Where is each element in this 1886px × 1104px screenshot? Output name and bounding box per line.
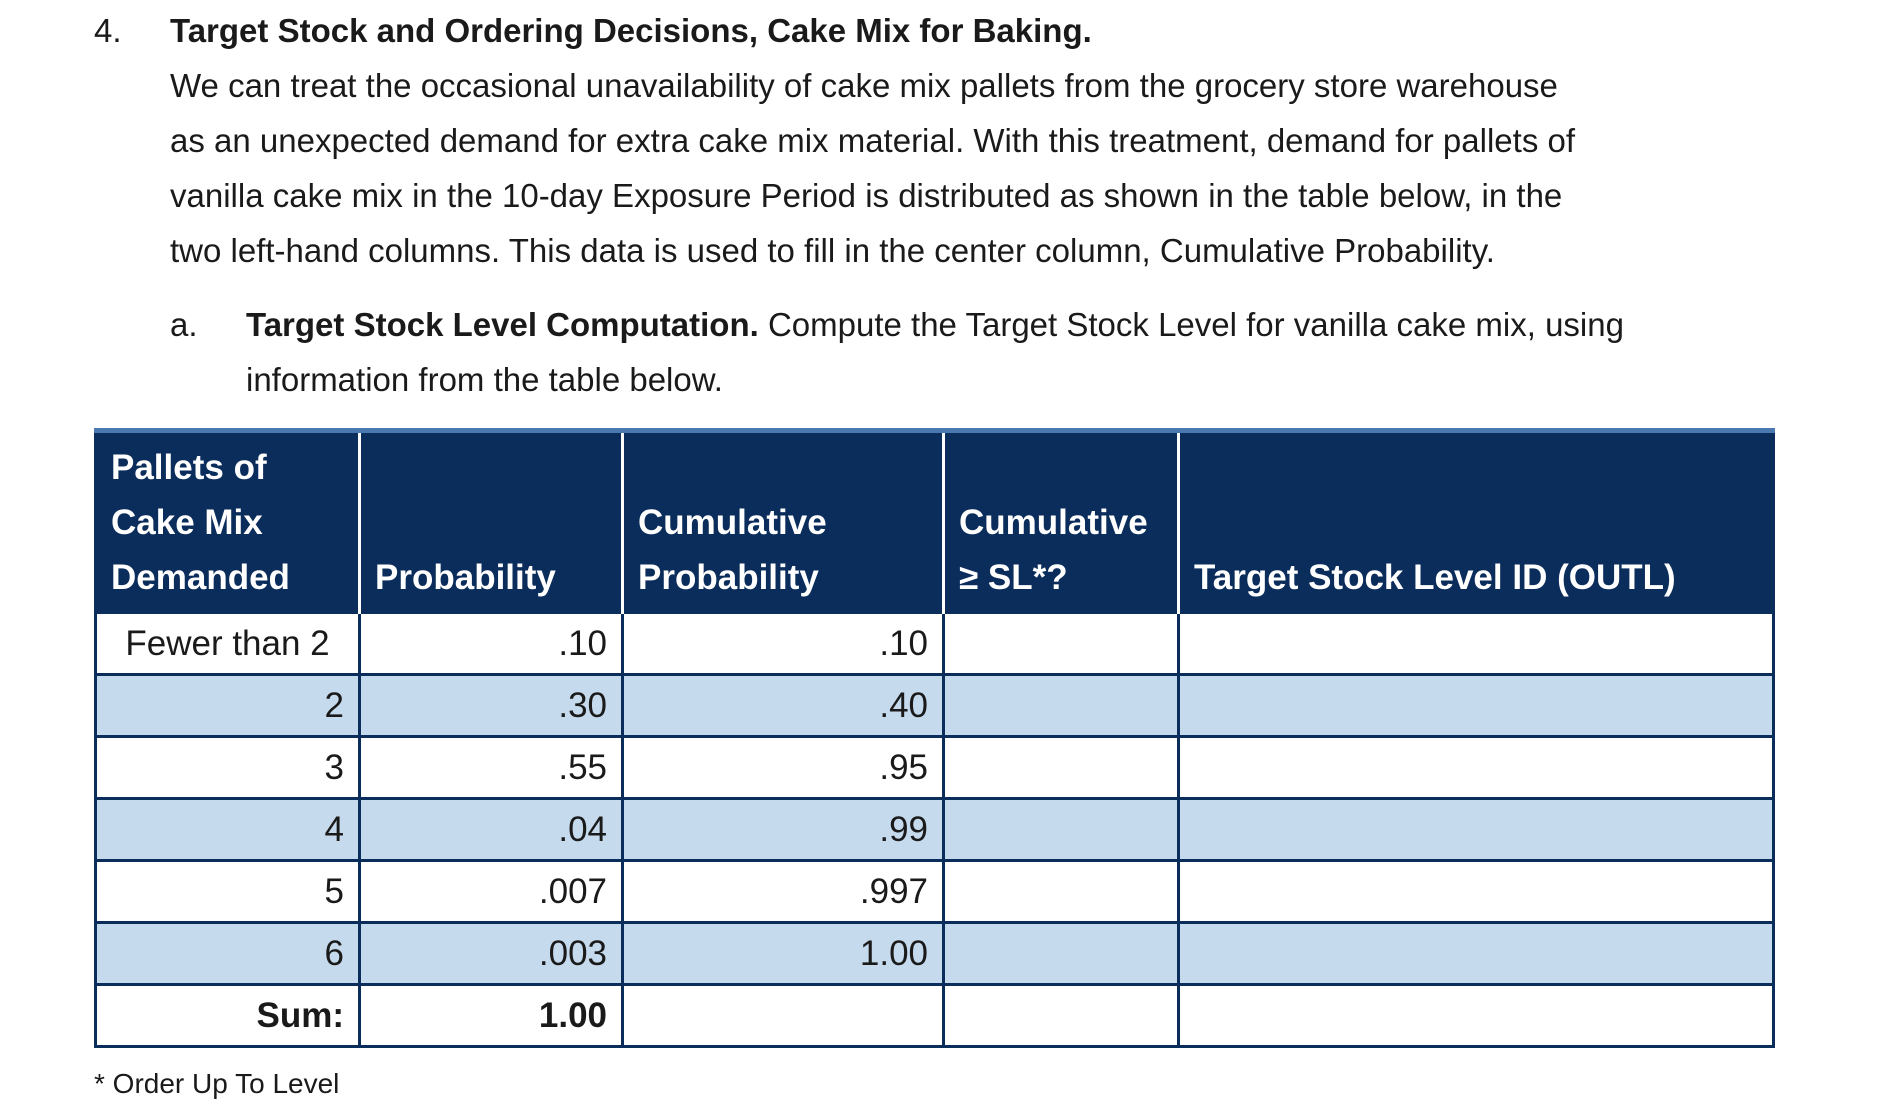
empty-cell <box>621 983 945 1048</box>
value-cell: .007 <box>358 859 624 924</box>
header-cell: Cumulative ≥ SL*? <box>942 430 1180 613</box>
demand-cell: 6 <box>94 921 361 986</box>
demand-cell: 3 <box>94 735 361 800</box>
header-line: Demanded <box>111 558 290 597</box>
demand-cell: 4 <box>94 797 361 862</box>
text-line: information from the table below. <box>246 361 723 398</box>
demand-cell: Fewer than 2 <box>94 611 361 676</box>
empty-cell <box>942 673 1180 738</box>
empty-cell <box>1177 735 1775 800</box>
footnote: * Order Up To Level <box>94 1068 340 1099</box>
empty-cell <box>942 983 1180 1048</box>
subquestion-label: a. <box>170 306 198 343</box>
empty-cell <box>1177 983 1775 1048</box>
header-cell: Cumulative Probability <box>621 430 945 613</box>
table-row: 6.003 1.00 <box>94 921 1775 986</box>
sum-cell: Sum: <box>94 983 361 1048</box>
header-line: Cumulative <box>959 503 1148 542</box>
demand-cell: 5 <box>94 859 361 924</box>
value-cell: .55 <box>358 735 624 800</box>
question-number: 4. <box>94 12 122 49</box>
value-cell: .997 <box>621 859 945 924</box>
demand-table: Pallets of Cake Mix Demanded Probability Cum… <box>94 428 1775 1048</box>
value-cell: 1.00 <box>621 921 945 986</box>
empty-cell <box>1177 797 1775 862</box>
subquestion-text: Target Stock Level Computation. Compute … <box>246 297 1624 407</box>
empty-cell <box>942 859 1180 924</box>
table-row: 5.007.997 <box>94 859 1775 924</box>
value-cell: .30 <box>358 673 624 738</box>
header-cell: Pallets of Cake Mix Demanded <box>94 430 361 613</box>
table-row: Fewer than 2.10.10 <box>94 611 1775 676</box>
text-line: Compute the Target Stock Level for vanil… <box>767 306 1624 343</box>
value-cell: .99 <box>621 797 945 862</box>
header-line: Pallets of <box>111 448 267 487</box>
demand-cell: 2 <box>94 673 361 738</box>
header-line: Probability <box>375 558 556 597</box>
empty-cell <box>1177 859 1775 924</box>
value-cell: .10 <box>621 611 945 676</box>
value-cell: .95 <box>621 735 945 800</box>
empty-cell <box>1177 611 1775 676</box>
value-cell: .10 <box>358 611 624 676</box>
sum-cell: 1.00 <box>358 983 624 1048</box>
header-line: Cake Mix <box>111 503 263 542</box>
empty-cell <box>1177 673 1775 738</box>
header-line: Probability <box>638 558 819 597</box>
header-line: Target Stock Level ID (OUTL) <box>1194 558 1676 597</box>
text-line: as an unexpected demand for extra cake m… <box>170 122 1576 159</box>
table-row: 4.04.99 <box>94 797 1775 862</box>
header-cell: Probability <box>358 430 624 613</box>
question-title: Target Stock and Ordering Decisions, Cak… <box>170 12 1092 49</box>
empty-cell <box>942 611 1180 676</box>
header-line: Cumulative <box>638 503 827 542</box>
subquestion-title: Target Stock Level Computation. <box>246 306 759 343</box>
table-row: 3.55.95 <box>94 735 1775 800</box>
empty-cell <box>942 921 1180 986</box>
question-text: We can treat the occasional unavailabili… <box>170 58 1575 278</box>
header-cell: Target Stock Level ID (OUTL) <box>1177 430 1775 613</box>
table-row: 2.30.40 <box>94 673 1775 738</box>
value-cell: .04 <box>358 797 624 862</box>
value-cell: .003 <box>358 921 624 986</box>
empty-cell <box>942 797 1180 862</box>
empty-cell <box>942 735 1180 800</box>
text-line: two left-hand columns. This data is used… <box>170 232 1495 269</box>
empty-cell <box>1177 921 1775 986</box>
sum-row: Sum: 1.00 <box>94 983 1775 1048</box>
text-line: vanilla cake mix in the 10-day Exposure … <box>170 177 1563 214</box>
header-line: ≥ SL*? <box>959 558 1068 597</box>
value-cell: .40 <box>621 673 945 738</box>
text-line: We can treat the occasional unavailabili… <box>170 67 1558 104</box>
